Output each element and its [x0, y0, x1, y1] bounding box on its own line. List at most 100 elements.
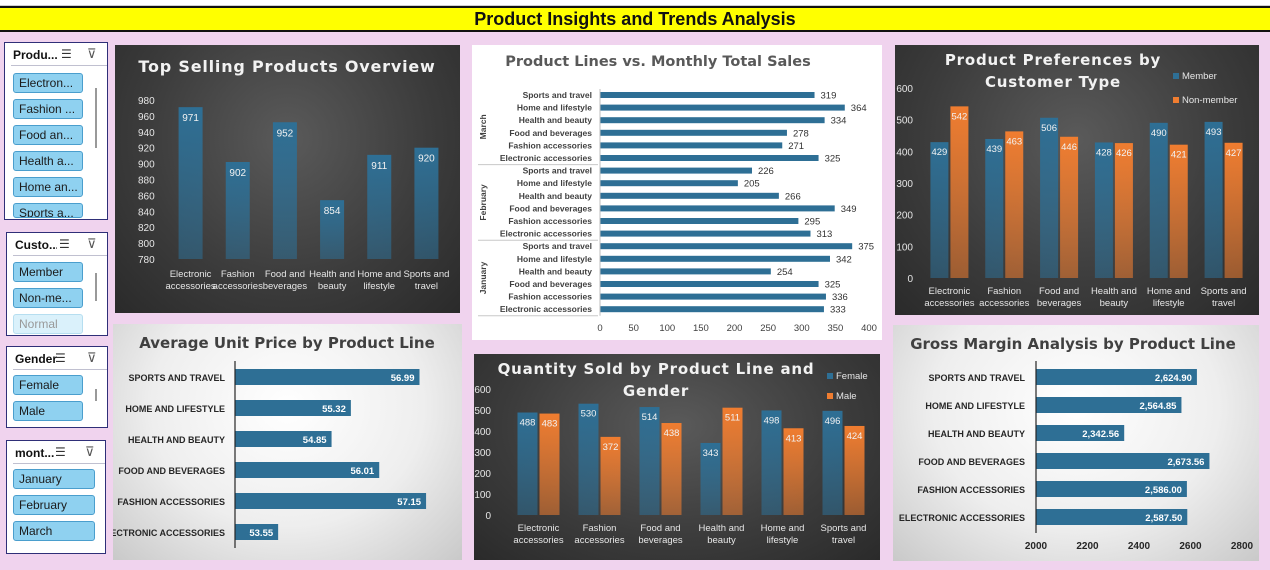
- slicer-item-february[interactable]: February: [13, 495, 95, 515]
- y-tick-label: 940: [138, 128, 155, 139]
- category-label: Food and beverages: [509, 128, 592, 138]
- multi-select-icon[interactable]: ☰: [55, 351, 66, 365]
- x-tick-label: 100: [659, 323, 675, 334]
- category-label: Health and beauty: [519, 115, 592, 125]
- multi-select-icon[interactable]: ☰: [59, 237, 70, 251]
- clear-filter-icon[interactable]: ⊽: [87, 46, 97, 61]
- slicer-product-line[interactable]: Produ... ☰ ⊽ Electron... Fashion ... Foo…: [4, 42, 108, 220]
- data-label: 2,586.00: [1145, 485, 1182, 496]
- bar: [1036, 509, 1188, 525]
- slicer-item-member[interactable]: Member: [13, 262, 83, 282]
- chart-title: Gender: [623, 382, 689, 400]
- bar: [1036, 453, 1210, 469]
- data-label: 490: [1151, 128, 1167, 139]
- multi-select-icon[interactable]: ☰: [61, 47, 72, 61]
- chart-monthly-sales-svg: Product Lines vs. Monthly Total Sales Spo…: [478, 54, 877, 334]
- slicer-item-january[interactable]: January: [13, 469, 95, 489]
- y-tick-label: 300: [896, 179, 913, 190]
- category-label: beverages: [638, 535, 683, 546]
- slicer-item-electronic[interactable]: Electron...: [13, 73, 83, 93]
- bar: [178, 107, 203, 259]
- multi-select-icon[interactable]: ☰: [55, 445, 66, 459]
- slicer-item-food[interactable]: Food an...: [13, 125, 83, 145]
- data-label: 483: [542, 419, 558, 430]
- x-tick-label: 300: [794, 323, 810, 334]
- category-label: travel: [1212, 298, 1235, 309]
- slicer-item-sports[interactable]: Sports a...: [13, 203, 83, 218]
- x-tick-label: 0: [597, 323, 602, 334]
- y-tick-label: 0: [485, 511, 491, 522]
- data-label: 226: [758, 166, 774, 177]
- chart-title: Quantity Sold by Product Line and: [498, 360, 815, 378]
- bar: [600, 281, 819, 287]
- data-label: 54.85: [303, 435, 327, 446]
- category-label: beauty: [1100, 298, 1129, 309]
- chart-gross-margin-svg: Gross Margin Analysis by Product Line SPO…: [899, 335, 1254, 552]
- slicer-customer-type[interactable]: Custo... ☰ ⊽ Member Non-me... Normal: [6, 232, 108, 336]
- slicer-gender[interactable]: Gender ☰ ⊽ Female Male: [6, 346, 108, 428]
- legend-swatch: [827, 373, 833, 379]
- category-label: Sports and: [1201, 286, 1247, 297]
- legend-label: Non-member: [1182, 95, 1237, 106]
- data-label: 438: [664, 428, 680, 439]
- slicer-divider: [13, 255, 107, 256]
- bar: [272, 122, 297, 259]
- data-label: 334: [831, 116, 847, 127]
- slicer-item-male[interactable]: Male: [13, 401, 83, 421]
- sheet-grid-top: [0, 0, 1270, 6]
- bar: [1036, 397, 1182, 413]
- y-tick-label: 820: [138, 223, 155, 234]
- slicer-item-health[interactable]: Health a...: [13, 151, 83, 171]
- y-tick-label: 980: [138, 96, 155, 107]
- data-label: 542: [951, 111, 967, 122]
- slicer-item-march[interactable]: March: [13, 521, 95, 541]
- data-label: 428: [1096, 147, 1112, 158]
- bar: [600, 268, 771, 275]
- bar: [600, 192, 779, 199]
- slicer-item-female[interactable]: Female: [13, 375, 83, 395]
- bar: [930, 142, 949, 278]
- y-tick-label: 400: [474, 427, 491, 438]
- data-label: 439: [986, 144, 1002, 155]
- chart-quantity-gender-svg: Quantity Sold by Product Line and Gender 6…: [474, 360, 867, 546]
- slicer-divider: [13, 463, 105, 464]
- y-tick-label: 400: [896, 147, 913, 158]
- data-label: 511: [725, 413, 740, 424]
- category-label: Home and: [1147, 286, 1191, 297]
- slicer-scrollbar[interactable]: [95, 88, 97, 148]
- data-label: 295: [804, 217, 820, 228]
- data-label: 463: [1006, 136, 1022, 147]
- slicer-item-home[interactable]: Home an...: [13, 177, 83, 197]
- data-label: 333: [830, 305, 846, 316]
- category-label: Fashion: [583, 523, 617, 534]
- slicer-item-non-member[interactable]: Non-me...: [13, 288, 83, 308]
- y-tick-label: 0: [907, 274, 913, 285]
- chart-customer-preferences-svg: Product Preferences by Customer Type 600 50…: [896, 51, 1247, 309]
- category-label: Food and beverages: [509, 279, 592, 289]
- x-tick-label: 350: [827, 323, 843, 334]
- data-label: 2,624.90: [1155, 373, 1192, 384]
- slicer-scrollbar[interactable]: [95, 389, 97, 401]
- clear-filter-icon[interactable]: ⊽: [85, 444, 95, 459]
- bar: [639, 407, 660, 515]
- data-label: 421: [1171, 150, 1187, 161]
- bar: [578, 403, 599, 515]
- data-label: 413: [786, 433, 802, 444]
- y-tick-label: 500: [896, 116, 913, 127]
- chart-top-selling-svg: Top Selling Products Overview 980 960 940 92…: [138, 57, 449, 292]
- slicer-item-normal[interactable]: Normal: [13, 314, 83, 334]
- slicer-month[interactable]: mont... ☰ ⊽ January February March: [6, 440, 106, 554]
- clear-filter-icon[interactable]: ⊽: [87, 236, 97, 251]
- y-tick-label: 780: [138, 255, 155, 266]
- bar: [600, 306, 824, 313]
- clear-filter-icon[interactable]: ⊽: [87, 350, 97, 365]
- y-tick-label: 600: [474, 385, 491, 396]
- chart-monthly-sales: Product Lines vs. Monthly Total Sales Spo…: [472, 45, 882, 340]
- slicer-scrollbar[interactable]: [95, 273, 97, 301]
- bar: [600, 243, 853, 250]
- category-label: lifestyle: [767, 535, 799, 546]
- category-label: FOOD AND BEVERAGES: [118, 466, 225, 476]
- y-tick-label: 840: [138, 207, 155, 218]
- slicer-item-fashion[interactable]: Fashion ...: [13, 99, 83, 119]
- data-label: 205: [744, 179, 760, 190]
